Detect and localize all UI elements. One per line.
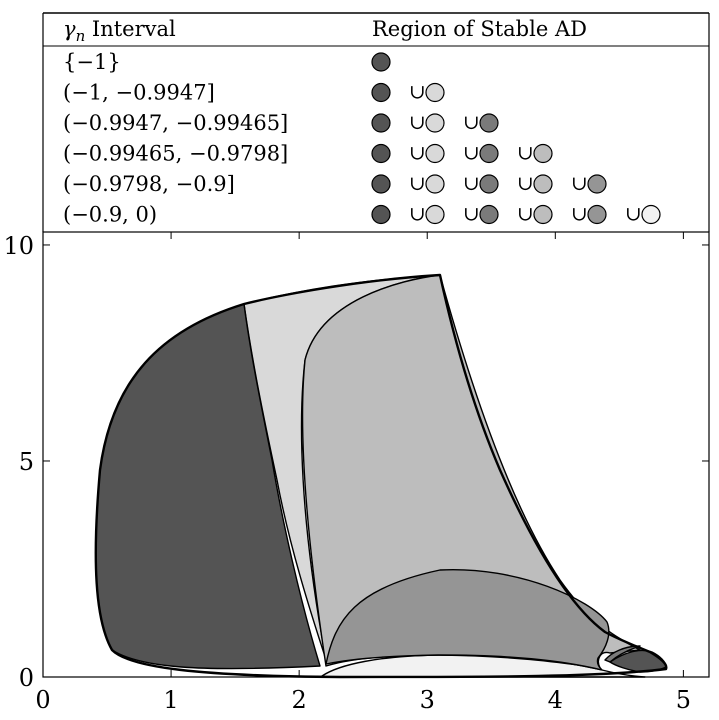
union-symbol: ∪	[409, 202, 426, 226]
header-gamma-interval: γn Interval	[63, 17, 176, 45]
region-swatch-r3	[479, 113, 499, 133]
region-swatch-r2	[425, 82, 445, 103]
region-swatch-r2	[425, 204, 445, 225]
region-swatch-r2	[425, 143, 445, 164]
union-symbol: ∪	[571, 171, 588, 195]
union-symbol: ∪	[463, 141, 480, 165]
union-symbol: ∪	[517, 141, 534, 165]
region-swatch-r5	[587, 204, 607, 225]
y-tick-label: 0	[19, 664, 34, 692]
y-tick-label: 10	[3, 232, 34, 260]
union-symbol: ∪	[463, 171, 480, 195]
x-tick-label: 4	[548, 686, 563, 714]
union-symbol: ∪	[517, 171, 534, 195]
union-symbol: ∪	[625, 202, 642, 226]
region-4	[301, 274, 641, 669]
interval-label: (−0.99465, −0.9798]	[63, 142, 288, 166]
union-symbol: ∪	[463, 110, 480, 134]
plot-frame	[42, 231, 710, 678]
union-symbol: ∪	[409, 171, 426, 195]
region-swatch-r3	[479, 143, 499, 164]
region-swatch-r4	[533, 204, 553, 225]
table-rows: {−1} (−1, −0.9947] ∪ (−0.9947, −0.99465] ∪ ∪ (…	[63, 50, 661, 227]
interval-label: (−0.9, 0)	[63, 203, 157, 227]
region-swatch-r6	[641, 204, 661, 225]
interval-label: (−0.9947, −0.99465]	[63, 111, 288, 135]
union-symbol: ∪	[409, 141, 426, 165]
x-tick-label: 2	[292, 686, 307, 714]
union-symbol: ∪	[571, 202, 588, 226]
interval-label: (−0.9798, −0.9]	[63, 172, 235, 196]
x-tick-label: 5	[676, 686, 691, 714]
region-swatch-r2	[425, 113, 445, 133]
union-symbol: ∪	[463, 202, 480, 226]
interval-label: {−1}	[63, 50, 121, 74]
region-swatch-r1	[371, 52, 391, 72]
y-tick-label: 5	[19, 448, 34, 476]
region-swatch-r1	[371, 143, 391, 164]
region-swatch-r3	[479, 204, 499, 225]
region-5	[325, 569, 610, 671]
x-tick-label: 0	[35, 686, 50, 714]
region-swatch-r5	[587, 174, 607, 194]
region-swatch-r3	[479, 174, 499, 194]
region-swatch-r1	[371, 204, 391, 225]
x-tick-label: 1	[163, 686, 178, 714]
axis-tick-labels: 0 1 2 3 4 5 0 5 10	[3, 232, 691, 714]
union-symbol: ∪	[409, 80, 426, 104]
region-swatch-r1	[371, 174, 391, 194]
union-symbol: ∪	[517, 202, 534, 226]
region-swatch-r4	[533, 174, 553, 194]
region-swatch-r1	[371, 82, 391, 103]
header-region: Region of Stable AD	[372, 17, 587, 41]
union-symbol: ∪	[409, 110, 426, 134]
interval-label: (−1, −0.9947]	[63, 81, 215, 105]
legend-table: γn Interval Region of Stable AD {−1} (−1,…	[42, 12, 710, 232]
x-tick-label: 3	[420, 686, 435, 714]
region-swatch-r1	[371, 113, 391, 133]
region-plot: 0 1 2 3 4 5 0 5 10	[3, 231, 710, 714]
region-swatch-r2	[425, 174, 445, 194]
region-swatch-r4	[533, 143, 553, 164]
